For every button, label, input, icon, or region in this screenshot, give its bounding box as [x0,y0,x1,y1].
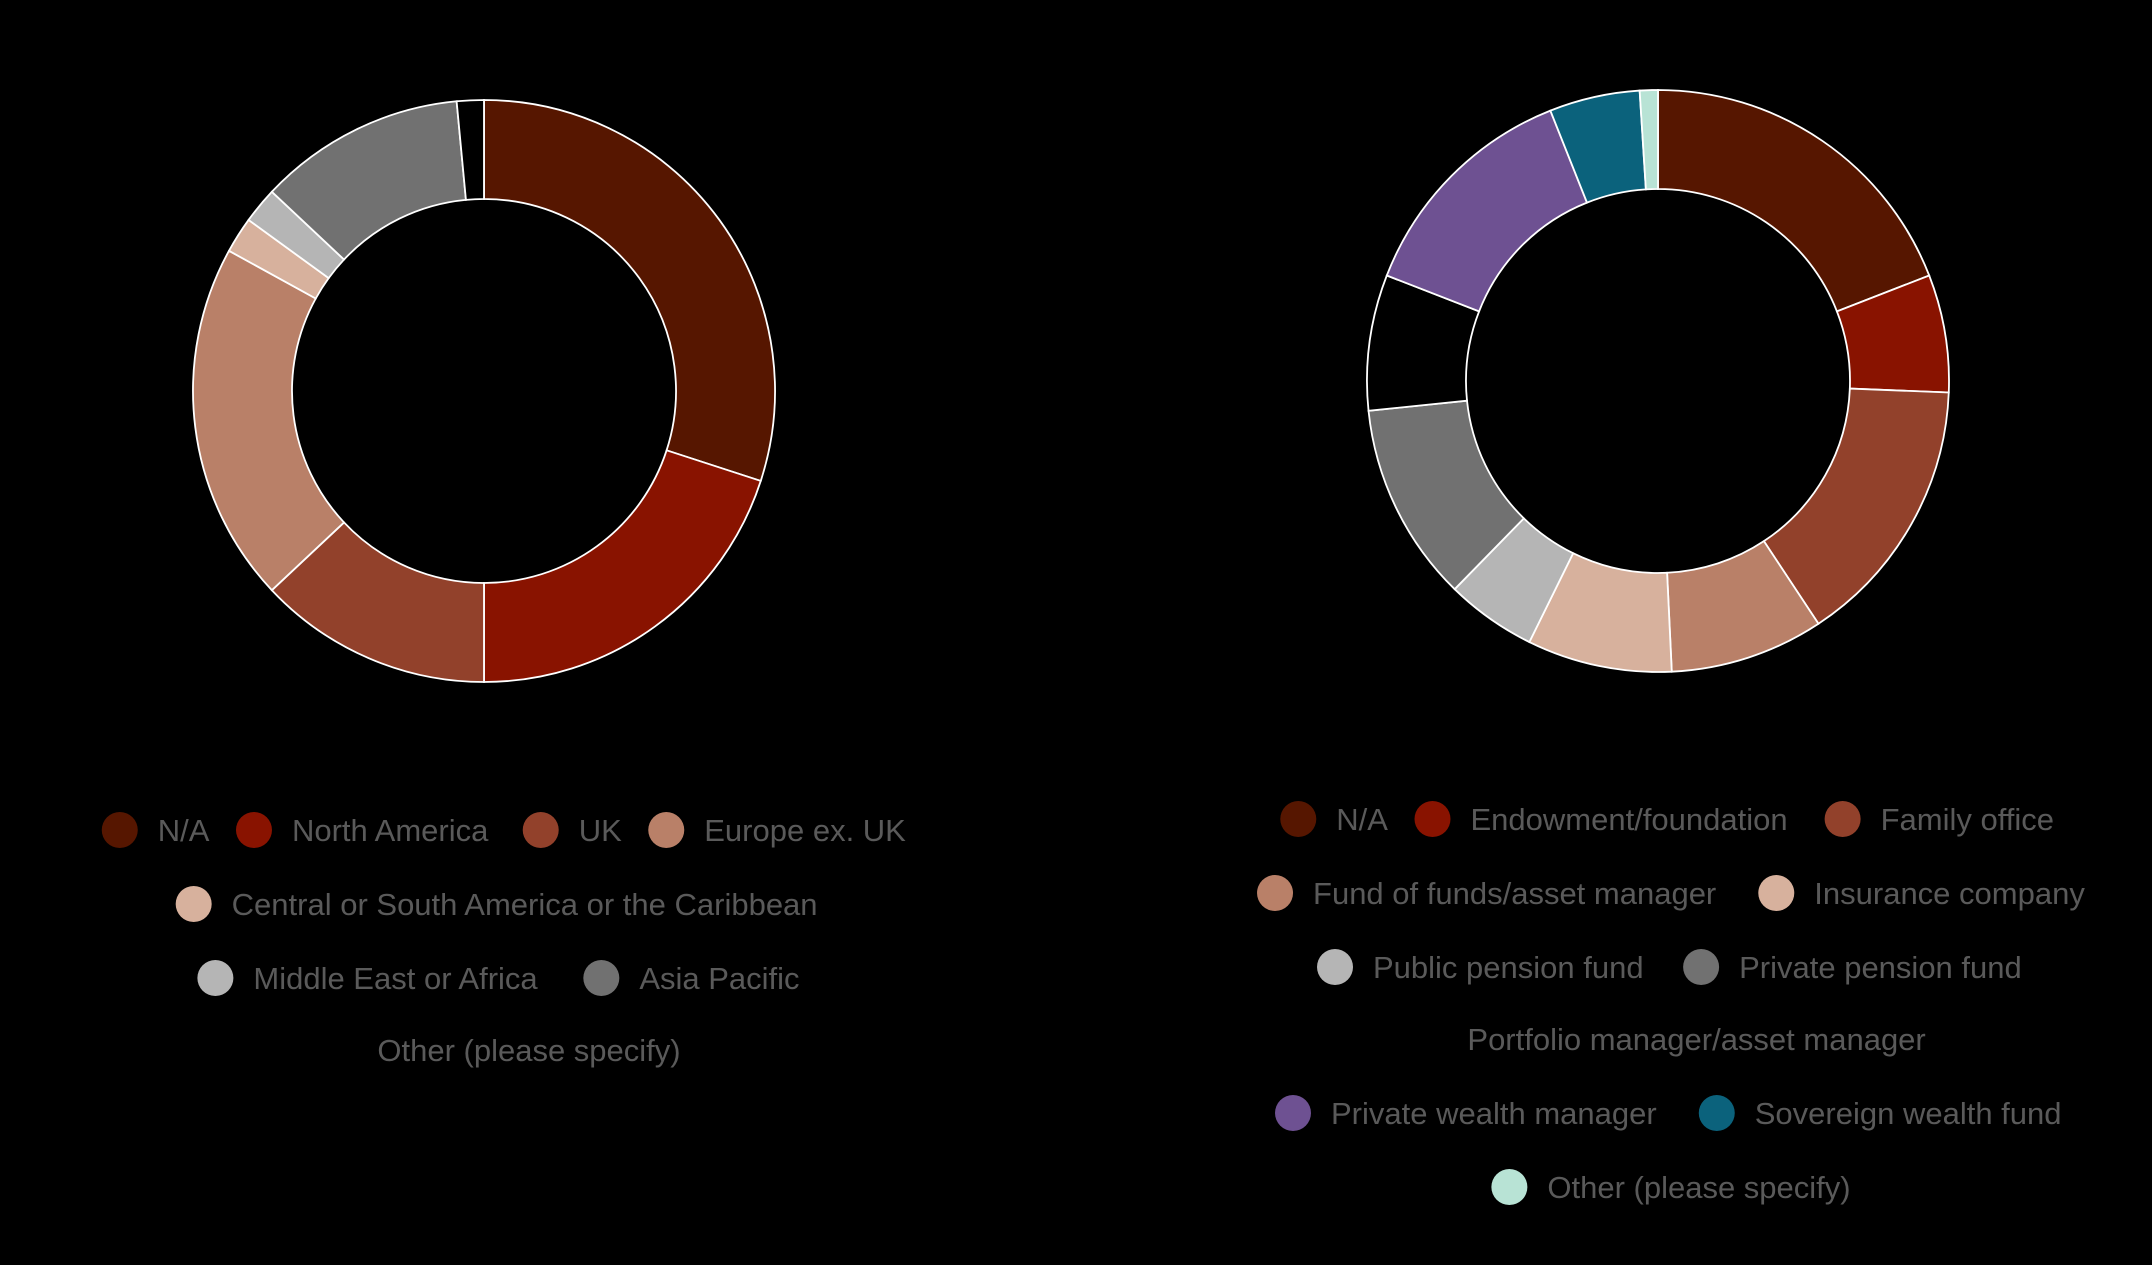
legend-label: Sovereign wealth fund [1755,1096,2062,1131]
legend-item-sovereign-wealth-fund: Sovereign wealth fund [1698,1095,2062,1131]
legend-label: Private pension fund [1739,950,2022,985]
legend-swatch [235,812,272,848]
legend-swatch [648,812,685,848]
legend-swatch [1683,949,1720,985]
legend-swatch [321,1032,358,1068]
slice-n-a [1657,89,1931,313]
legend-label: Portfolio manager/asset manager [1467,1022,1925,1057]
legend-item-europe-ex-uk: Europe ex. UK [648,812,906,848]
legend-label: UK [579,813,622,848]
legend-swatch [1275,1095,1312,1131]
slice-europe-ex-uk [192,249,346,592]
legend-label: N/A [158,813,210,848]
legend-item-central-or-south-america-or-the-caribbean: Central or South America or the Caribbea… [175,886,818,922]
legend-label: Europe ex. UK [704,813,906,848]
legend-chart-1: N/A North America UK Europe ex. UK Central o… [101,812,906,1068]
legend-swatch [175,886,212,922]
legend-item-n-a: N/A [101,812,210,848]
legend-item-other-please-specify: Other (please specify) [321,1032,681,1068]
slice-other-please-specify [455,99,485,201]
legend-item-n-a: N/A [1280,801,1388,837]
legend-label: Middle East or Africa [253,961,538,996]
legend-label: Asia Pacific [639,961,799,996]
legend-swatch [1411,1021,1448,1057]
legend-label: N/A [1336,802,1388,837]
legend-swatch [1698,1095,1735,1131]
legend-label: Central or South America or the Caribbea… [232,887,818,922]
legend-swatch [1257,875,1294,911]
legend-swatch [101,812,138,848]
legend-item-middle-east-or-africa: Middle East or Africa [197,960,538,996]
legend-swatch [197,960,234,996]
legend-label: Private wealth manager [1331,1096,1657,1131]
legend-label: North America [292,813,489,848]
legend-item-portfolio-manager-asset-manager: Portfolio manager/asset manager [1411,1021,1926,1057]
legend-item-asia-pacific: Asia Pacific [583,960,800,996]
legend-item-uk: UK [522,812,622,848]
slice-private-wealth-manager [1385,109,1589,313]
legend-swatch [1280,801,1317,837]
legend-item-private-wealth-manager: Private wealth manager [1275,1095,1657,1131]
donut-chart-2 [1366,89,1950,673]
slice-other-please-specify [1638,89,1659,191]
legend-swatch [1758,875,1795,911]
legend-label: Fund of funds/asset manager [1313,876,1716,911]
legend-item-endowment-foundation: Endowment/foundation [1414,801,1788,837]
legend-item-insurance-company: Insurance company [1758,875,2085,911]
slice-n-a [483,99,776,483]
legend-swatch [1824,801,1861,837]
legend-label: Other (please specify) [1547,1170,1850,1205]
legend-label: Family office [1881,802,2054,837]
legend-swatch [1491,1169,1528,1205]
legend-swatch [1317,949,1354,985]
legend-item-family-office: Family office [1824,801,2054,837]
legend-item-north-america: North America [235,812,489,848]
legend-item-private-pension-fund: Private pension fund [1683,949,2022,985]
legend-item-public-pension-fund: Public pension fund [1317,949,1644,985]
legend-item-other-please-specify: Other (please specify) [1491,1169,1851,1205]
legend-label: Endowment/foundation [1471,802,1788,837]
legend-label: Insurance company [1814,876,2085,911]
legend-swatch [583,960,620,996]
legend-swatch [1414,801,1451,837]
donut-chart-1 [192,99,776,683]
legend-swatch [522,812,559,848]
legend-label: Public pension fund [1373,950,1644,985]
legend-item-fund-of-funds-asset-manager: Fund of funds/asset manager [1257,875,1716,911]
legend-chart-2: N/A Endowment/foundation Family office Fund… [1257,801,2085,1205]
legend-label: Other (please specify) [377,1033,680,1068]
slice-north-america [483,449,762,683]
